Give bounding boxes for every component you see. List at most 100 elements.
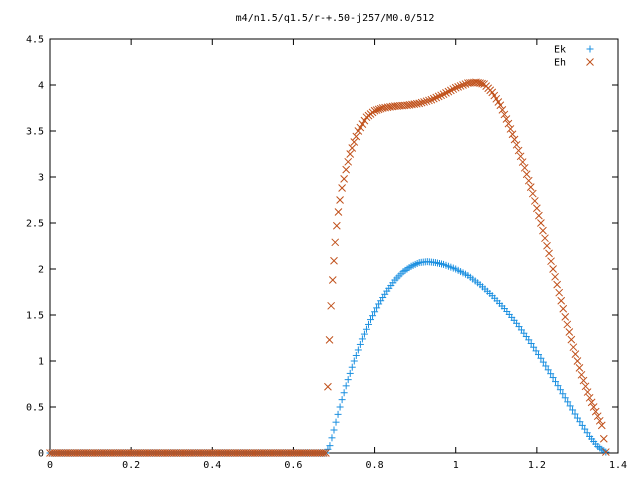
data-point bbox=[556, 386, 564, 394]
legend-label: Eh bbox=[554, 58, 566, 69]
y-tick-label: 3 bbox=[38, 173, 44, 184]
data-point bbox=[371, 308, 379, 316]
data-point bbox=[344, 376, 352, 384]
x-tick-label: 0.8 bbox=[366, 460, 384, 471]
data-point bbox=[508, 130, 517, 139]
data-point bbox=[444, 87, 453, 96]
data-point bbox=[506, 125, 515, 133]
data-point bbox=[555, 288, 564, 297]
data-point bbox=[360, 116, 369, 125]
data-point bbox=[551, 272, 559, 281]
axes bbox=[49, 38, 619, 454]
data-point bbox=[451, 83, 460, 92]
data-point bbox=[360, 330, 368, 338]
data-point bbox=[420, 98, 428, 106]
data-point bbox=[500, 110, 509, 119]
data-point bbox=[370, 106, 379, 115]
data-point bbox=[524, 176, 533, 185]
data-point bbox=[348, 363, 356, 371]
data-point bbox=[352, 132, 361, 141]
data-point bbox=[534, 351, 542, 359]
data-point bbox=[544, 366, 552, 374]
x-tick-label: 0.2 bbox=[122, 460, 140, 471]
data-point bbox=[577, 370, 586, 379]
data-point bbox=[372, 106, 381, 114]
data-point bbox=[549, 265, 557, 273]
data-point bbox=[585, 393, 594, 402]
data-point bbox=[541, 234, 549, 243]
data-point bbox=[354, 346, 362, 354]
data-point bbox=[459, 81, 467, 89]
data-point bbox=[566, 402, 574, 410]
data-point bbox=[571, 410, 579, 418]
chart-title: m4/n1.5/q1.5/r-+.50-j257/M0.0/512 bbox=[236, 13, 435, 24]
data-point bbox=[583, 429, 591, 437]
data-point bbox=[456, 82, 465, 90]
data-point bbox=[319, 449, 328, 457]
y-tick-label: 4.5 bbox=[26, 35, 44, 46]
data-point bbox=[332, 418, 340, 426]
data-point bbox=[578, 421, 586, 429]
data-point bbox=[553, 280, 561, 289]
data-point bbox=[336, 403, 344, 411]
data-point bbox=[571, 350, 580, 358]
legend-marker bbox=[586, 58, 594, 66]
data-point bbox=[338, 396, 346, 404]
data-point bbox=[516, 152, 525, 161]
data-point bbox=[547, 257, 555, 266]
data-point bbox=[352, 351, 360, 359]
data-point bbox=[446, 86, 455, 95]
data-point bbox=[579, 376, 588, 385]
data-point bbox=[439, 90, 448, 99]
data-point bbox=[567, 335, 576, 344]
y-tick-label: 0.5 bbox=[26, 403, 44, 414]
data-point bbox=[510, 135, 519, 144]
data-point bbox=[581, 382, 590, 391]
x-tick-label: 1.4 bbox=[609, 460, 627, 471]
data-point bbox=[342, 382, 350, 390]
data-point bbox=[563, 320, 572, 329]
data-point bbox=[595, 416, 604, 425]
data-point bbox=[373, 304, 381, 312]
x-tick-label: 0.4 bbox=[203, 460, 221, 471]
data-point bbox=[325, 335, 334, 344]
data-point bbox=[518, 158, 527, 166]
data-point bbox=[425, 96, 433, 105]
data-point bbox=[364, 320, 372, 328]
data-point bbox=[344, 157, 353, 166]
data-point bbox=[330, 426, 338, 434]
data-point bbox=[527, 340, 535, 348]
data-point bbox=[557, 296, 566, 305]
data-point bbox=[601, 448, 610, 456]
data-point bbox=[504, 119, 513, 128]
y-tick-label: 0 bbox=[38, 449, 44, 460]
data-point bbox=[449, 85, 458, 93]
data-point bbox=[545, 249, 553, 258]
data-point bbox=[565, 328, 574, 336]
data-point bbox=[539, 226, 547, 235]
data-point bbox=[442, 89, 450, 97]
series-eh bbox=[46, 78, 610, 457]
data-point bbox=[498, 105, 507, 114]
x-tick-label: 1.2 bbox=[528, 460, 546, 471]
y-tick-label: 2.5 bbox=[26, 219, 44, 230]
data-point bbox=[358, 120, 367, 128]
y-tick-label: 1 bbox=[38, 357, 44, 368]
data-point bbox=[346, 150, 355, 158]
data-point bbox=[330, 256, 338, 265]
y-tick-label: 4 bbox=[38, 81, 44, 92]
legend-marker bbox=[586, 45, 594, 53]
y-tick-label: 2 bbox=[38, 265, 44, 276]
data-point bbox=[356, 123, 365, 132]
data-point bbox=[342, 165, 351, 174]
data-point bbox=[561, 394, 569, 402]
x-tick-label: 0.6 bbox=[284, 460, 302, 471]
legend: Ek Eh bbox=[554, 45, 594, 69]
data-point bbox=[569, 406, 577, 414]
data-point bbox=[328, 434, 336, 442]
data-point bbox=[340, 389, 348, 397]
data-point bbox=[427, 95, 436, 104]
data-point bbox=[599, 434, 608, 443]
data-point bbox=[581, 425, 589, 433]
data-point bbox=[429, 94, 438, 103]
